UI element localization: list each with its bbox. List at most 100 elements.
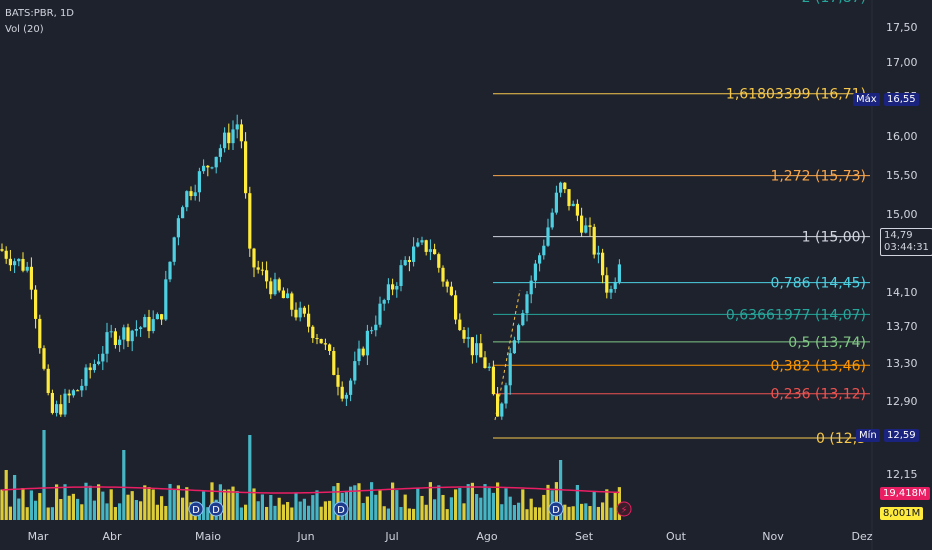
volume-bar	[92, 500, 96, 520]
svg-text:D: D	[552, 505, 560, 516]
candle-body	[151, 319, 155, 332]
candle-body	[168, 261, 172, 280]
candle-body	[496, 394, 500, 417]
volume-bar	[239, 507, 243, 520]
candle-body	[147, 316, 151, 332]
dividend-marker[interactable]: D	[208, 501, 224, 517]
volume-bar	[521, 489, 525, 520]
candle-body	[8, 258, 12, 266]
candle-body	[311, 326, 315, 339]
candle-body	[63, 393, 67, 415]
volume-bar	[210, 482, 214, 520]
volume-bar	[277, 497, 281, 520]
candle-body	[76, 390, 80, 392]
candle-body	[206, 165, 210, 168]
volume-bar	[454, 489, 458, 520]
volume-bar	[353, 485, 357, 520]
volume-bar	[160, 496, 164, 520]
volume-bar	[176, 485, 180, 520]
candle-body	[454, 295, 458, 320]
candle-body	[277, 279, 281, 291]
candle-body	[382, 300, 386, 304]
candle-body	[491, 366, 495, 395]
volume-bar	[139, 501, 143, 520]
candle-body	[344, 394, 348, 399]
svg-text:⚡: ⚡	[620, 505, 627, 516]
candle-body	[29, 266, 33, 290]
candle-body	[227, 132, 231, 144]
candle-body	[487, 366, 491, 369]
time-tick: Nov	[762, 530, 784, 543]
candle-body	[210, 167, 214, 169]
candle-body	[332, 350, 336, 375]
candle-body	[588, 225, 592, 227]
volume-bar	[172, 490, 176, 520]
volume-bar	[269, 494, 273, 520]
dividend-marker[interactable]: D	[548, 501, 564, 517]
candle-body	[307, 313, 311, 327]
volume-bar	[504, 488, 508, 520]
candle-body	[412, 246, 416, 262]
volume-bar	[403, 494, 407, 520]
volume-bar	[256, 501, 260, 520]
candle-body	[248, 193, 252, 249]
volume-bar	[420, 495, 424, 520]
time-tick: Mar	[28, 530, 49, 543]
candle-body	[315, 338, 319, 340]
min-label: Mín	[859, 430, 877, 441]
min-tag: Mín	[856, 429, 880, 442]
fib-level-label: 0,5 (13,74)	[788, 335, 866, 351]
candle-body	[0, 249, 4, 251]
candle-body	[134, 328, 138, 331]
volume-bar	[181, 497, 185, 520]
candle-body	[613, 281, 617, 290]
candle-body	[265, 270, 269, 282]
volume-bar	[370, 482, 374, 520]
volume-bar	[25, 507, 29, 520]
lightning-icon[interactable]: ⚡	[616, 501, 632, 517]
candle-body	[508, 353, 512, 386]
candle-body	[155, 314, 159, 320]
candle-body	[256, 267, 260, 270]
volume-bar	[580, 503, 584, 520]
candle-body	[525, 294, 529, 314]
fib-level-label: 0,786 (14,45)	[770, 276, 866, 292]
candle-body	[420, 240, 424, 243]
fib-level-label: 2 (17,87)	[802, 0, 866, 6]
volume-bar	[424, 504, 428, 520]
volume-bar	[118, 503, 122, 520]
volume-bar	[311, 495, 315, 520]
volume-bar	[4, 470, 8, 520]
candle-body	[441, 267, 445, 282]
volume-bar	[105, 503, 109, 520]
candle-body	[223, 132, 227, 149]
volume-bar	[319, 506, 323, 520]
candle-body	[113, 331, 117, 346]
candle-body	[596, 252, 600, 255]
volume-bar	[529, 498, 533, 520]
candle-body	[160, 314, 164, 320]
volume-bar	[252, 488, 256, 520]
volume-bar	[542, 494, 546, 520]
fib-level-label: 0,382 (13,46)	[770, 358, 866, 374]
candle-body	[361, 348, 365, 356]
candle-body	[55, 404, 59, 413]
candle-body	[407, 260, 411, 262]
volume-bar	[84, 482, 88, 520]
dividend-marker[interactable]: D	[188, 501, 204, 517]
volume-indicator-label[interactable]: Vol (20)	[5, 24, 44, 35]
volume-bar	[290, 507, 294, 520]
volume-bar	[273, 505, 277, 520]
candle-body	[428, 249, 432, 252]
candle-body	[571, 203, 575, 207]
volume-bar	[21, 487, 25, 520]
candlesticks	[0, 114, 621, 420]
dividend-marker[interactable]: D	[333, 501, 349, 517]
candle-body	[416, 242, 420, 247]
svg-text:D: D	[192, 505, 200, 516]
candle-body	[517, 325, 521, 341]
candle-body	[336, 374, 340, 387]
symbol-title[interactable]: BATS:PBR, 1D	[5, 8, 75, 19]
volume-bar	[34, 500, 38, 520]
